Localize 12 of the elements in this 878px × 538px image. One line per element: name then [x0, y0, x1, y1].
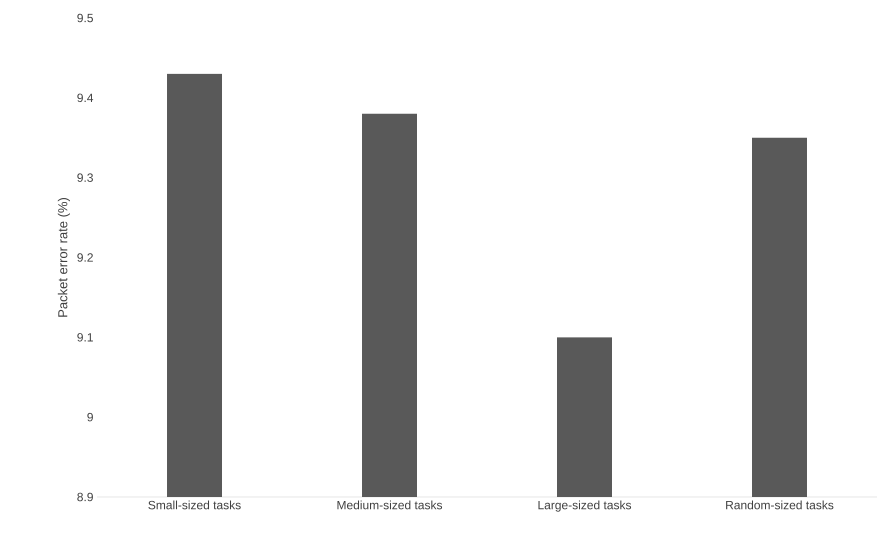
y-tick-label: 9.4 — [77, 94, 94, 102]
x-tick-label: Random-sized tasks — [726, 500, 834, 510]
y-tick-label: 9.2 — [77, 253, 93, 262]
y-tick-label: 8.9 — [77, 492, 93, 502]
x-tick-label: Medium-sized tasks — [337, 500, 442, 510]
y-axis-title: Packet error rate (%) — [58, 198, 70, 317]
y-tick-label: 9.5 — [77, 14, 93, 22]
x-tick-label: Large-sized tasks — [538, 500, 632, 512]
x-tick-label: Small-sized tasks — [148, 500, 241, 510]
y-tick-label: 9 — [87, 412, 93, 422]
y-tick-label: 9.3 — [77, 173, 93, 182]
y-tick-label: 9.1 — [77, 333, 93, 342]
